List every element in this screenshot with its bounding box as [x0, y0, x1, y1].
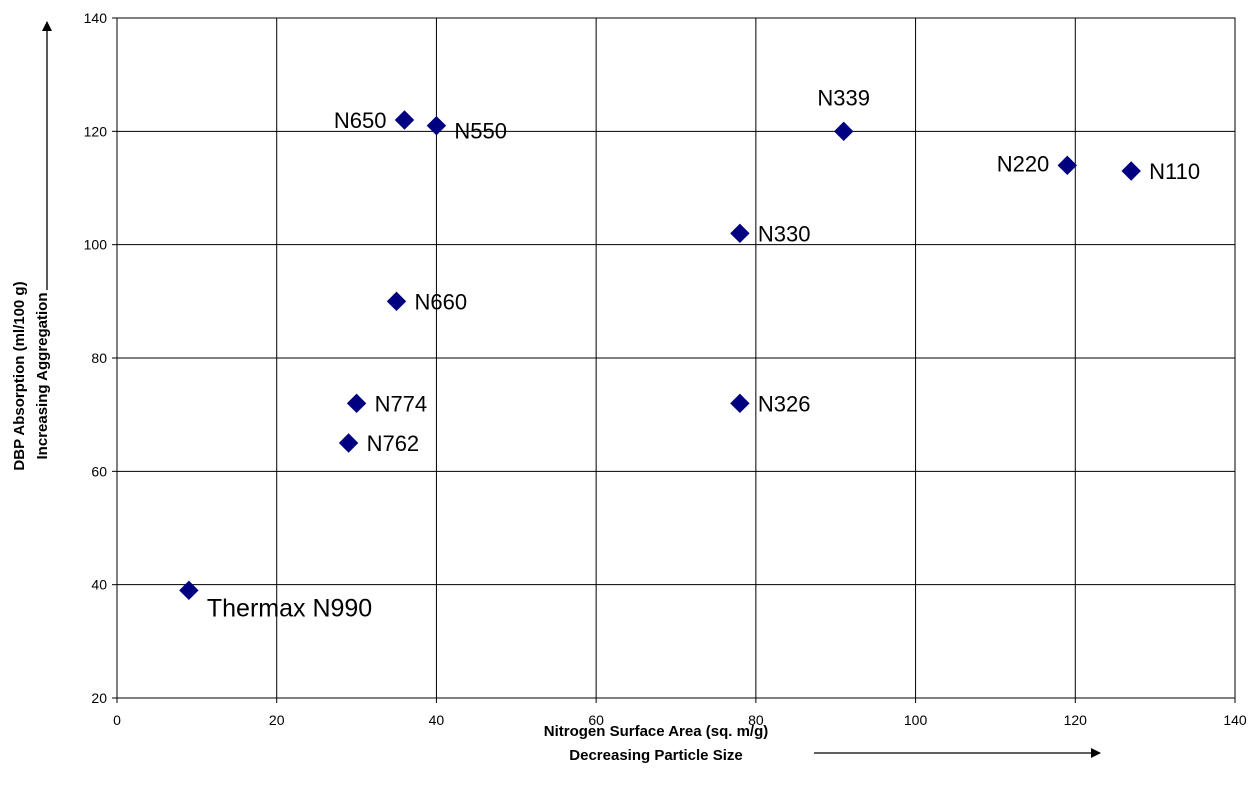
point-label: N220 — [997, 151, 1050, 176]
y-tick-label: 40 — [91, 577, 107, 593]
point-label: N762 — [367, 431, 420, 456]
point-label: N339 — [817, 85, 870, 110]
y-axis-ticks: 20 40 60 80 100 120 140 — [84, 10, 117, 706]
data-point — [179, 580, 199, 601]
x-tick-label: 60 — [588, 712, 604, 728]
x-tick-label: 0 — [113, 712, 121, 728]
data-point — [730, 393, 750, 414]
data-points — [179, 110, 1141, 601]
point-label: N660 — [415, 289, 468, 314]
data-point — [833, 121, 854, 142]
y-tick-label: 60 — [91, 463, 107, 479]
x-axis-title: Nitrogen Surface Area (sq. m/g) — [544, 723, 769, 740]
x-axis-subtitle: Decreasing Particle Size — [569, 747, 742, 764]
y-axis-subtitle: Increasing Aggregation — [34, 293, 51, 460]
data-point — [426, 115, 447, 136]
point-labels: Thermax N990 N762 N774 N660 N650 N550 N326 N330… — [207, 85, 1200, 622]
point-label: N650 — [334, 108, 387, 133]
data-point — [338, 433, 359, 453]
x-axis-ticks: 0 20 40 60 80 100 120 140 — [113, 698, 1247, 728]
y-tick-label: 140 — [84, 10, 108, 26]
x-tick-label: 40 — [429, 712, 445, 728]
data-point — [346, 393, 367, 414]
data-point — [1121, 161, 1141, 181]
x-tick-label: 20 — [269, 712, 285, 728]
y-tick-label: 100 — [84, 237, 108, 253]
y-tick-label: 80 — [91, 350, 107, 366]
point-label: N110 — [1149, 159, 1200, 184]
point-label: N550 — [454, 119, 507, 144]
x-tick-label: 80 — [748, 712, 764, 728]
data-point — [386, 291, 407, 312]
point-label: N326 — [758, 391, 811, 416]
data-point — [1057, 155, 1078, 176]
x-tick-label: 120 — [1064, 712, 1088, 728]
point-label: N774 — [375, 391, 428, 416]
y-tick-label: 20 — [91, 690, 107, 706]
point-label: N330 — [758, 221, 811, 246]
data-point — [394, 110, 415, 130]
y-tick-label: 120 — [84, 123, 108, 139]
grid — [116, 17, 1236, 699]
point-label: Thermax N990 — [207, 594, 372, 622]
x-tick-label: 140 — [1223, 712, 1247, 728]
y-axis-title: DBP Absorption (ml/100 g) — [11, 281, 28, 470]
x-tick-label: 100 — [904, 712, 928, 728]
data-point — [730, 223, 750, 244]
